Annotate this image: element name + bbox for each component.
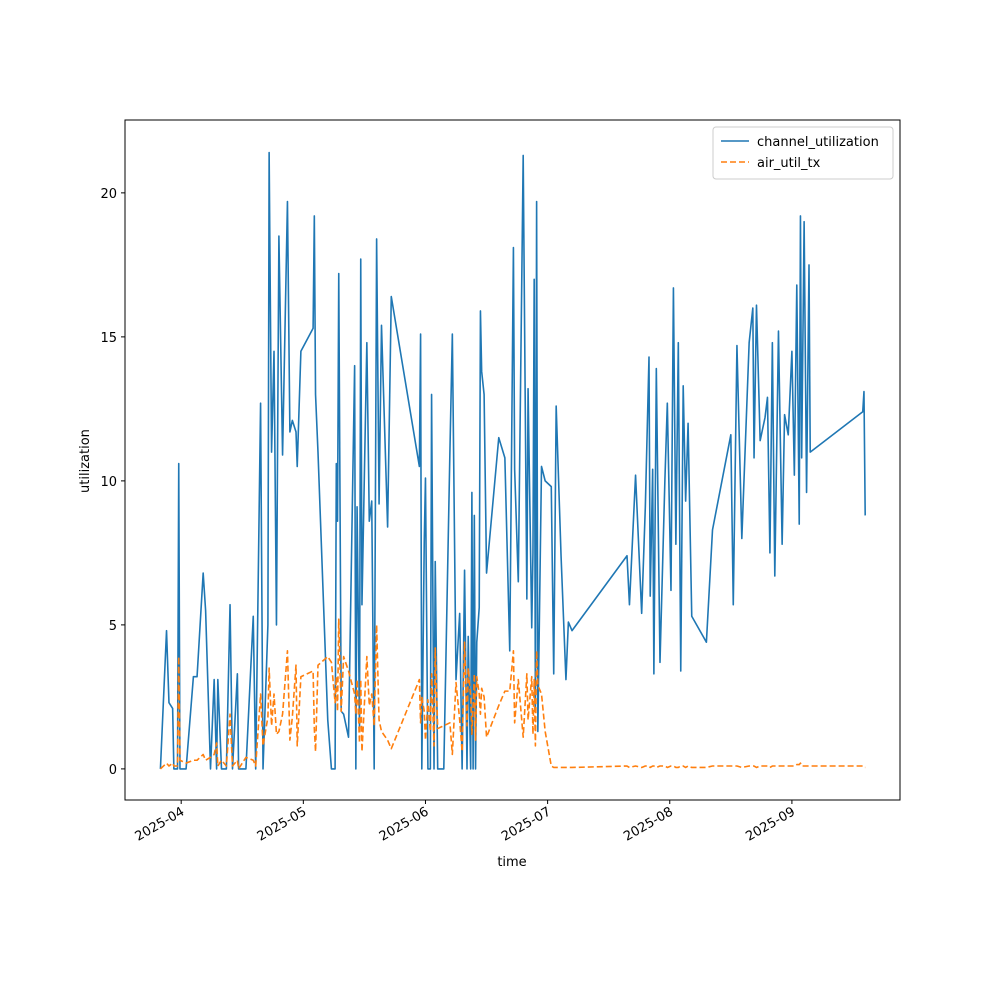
y-tick-label: 15 — [100, 331, 117, 346]
y-tick-label: 20 — [100, 187, 117, 202]
legend-box — [712, 126, 894, 180]
legend-label: air_util_tx — [757, 156, 821, 171]
series-line — [159, 151, 866, 770]
y-tick-label: 0 — [109, 763, 117, 778]
series-line — [159, 618, 866, 770]
x-axis-label: time — [497, 855, 526, 870]
y-tick-label: 5 — [109, 619, 117, 634]
y-tick-label: 10 — [100, 475, 117, 490]
legend-label: channel_utilization — [757, 135, 879, 150]
y-axis-label: utilization — [78, 429, 93, 493]
plot-frame — [124, 119, 901, 801]
